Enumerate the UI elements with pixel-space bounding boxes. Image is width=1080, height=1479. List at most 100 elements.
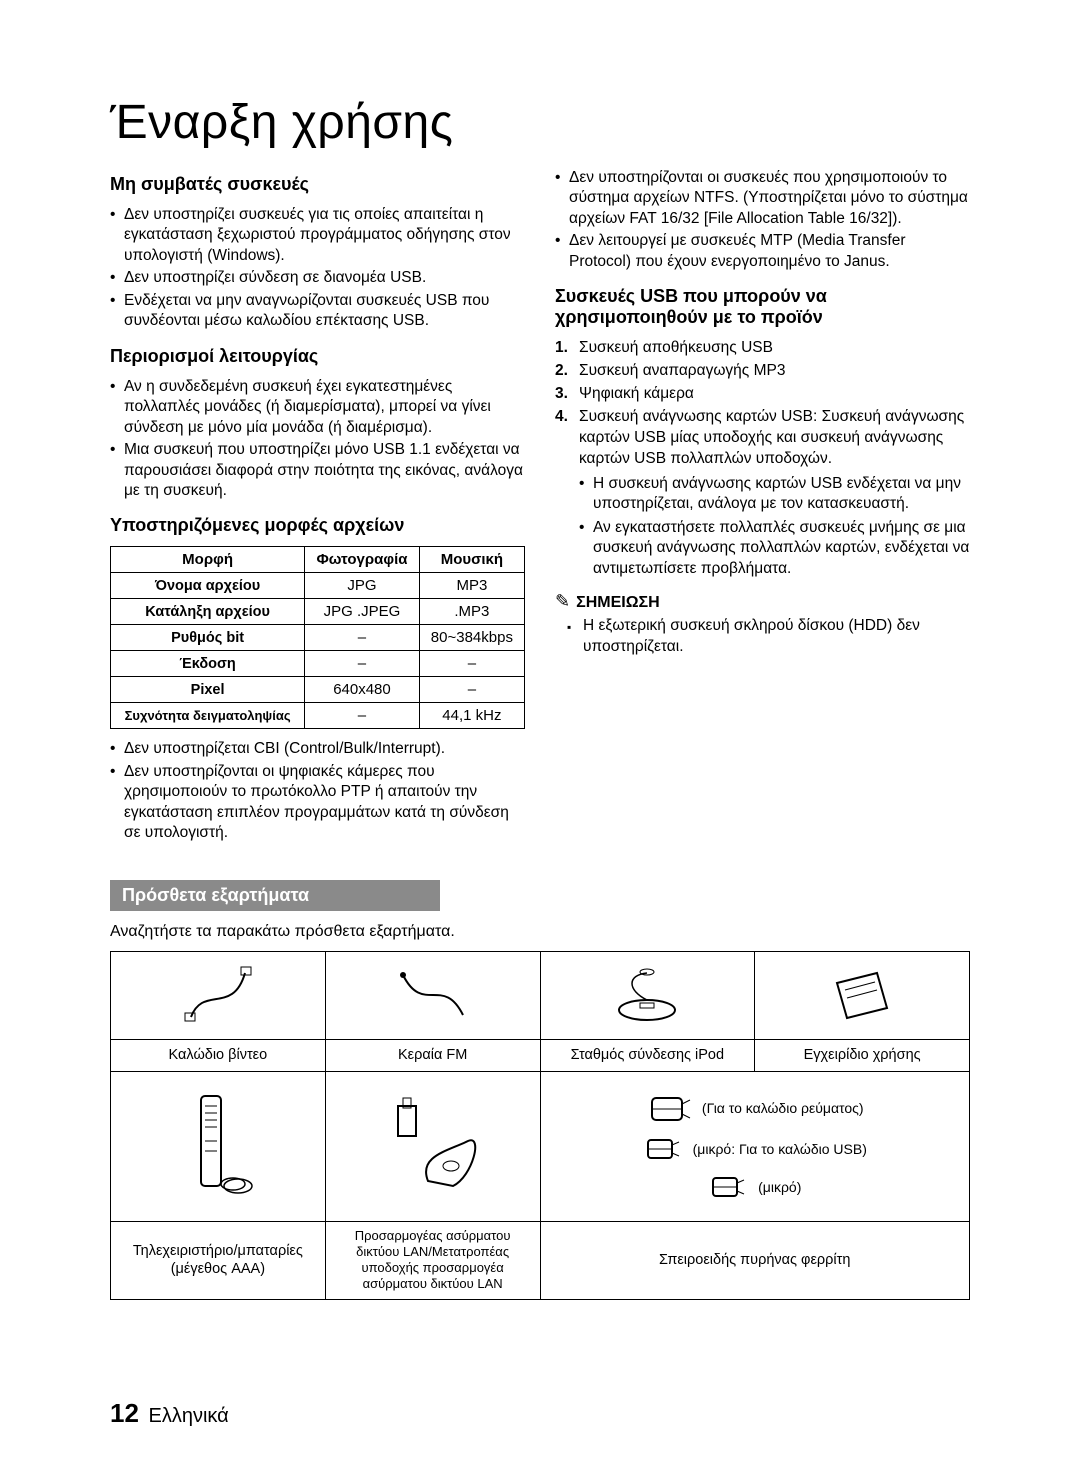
cell: .MP3 [419, 599, 524, 625]
fm-antenna-icon [393, 965, 473, 1025]
list-item: Δεν υποστηρίζεται CBI (Control/Bulk/Inte… [110, 739, 525, 759]
table-row [111, 951, 970, 1039]
list-item: Μια συσκευή που υποστηρίζει μόνο USB 1.1… [110, 440, 525, 501]
accessory-label: Σπειροειδής πυρήνας φερρίτη [540, 1221, 970, 1299]
accessories-intro: Αναζητήστε τα παρακάτω πρόσθετα εξαρτήμα… [110, 923, 970, 941]
accessory-label: Σταθμός σύνδεσης iPod [540, 1039, 755, 1071]
table-row: Ρυθμός bit – 80~384kbps [111, 625, 525, 651]
list-item: Ψηφιακή κάμερα [555, 384, 970, 405]
ferrite-label: (Για το καλώδιο ρεύματος) [702, 1100, 864, 1116]
accessory-image-cell [111, 1071, 326, 1221]
ferrite-block: (Για το καλώδιο ρεύματος) (μικρό: Για το… [547, 1090, 964, 1202]
accessory-label: Προσαρμογέας ασύρματου δικτύου LAN/Μετατ… [325, 1221, 540, 1299]
list-item: Δεν υποστηρίζονται οι συσκευές που χρησι… [555, 168, 970, 229]
cell: – [305, 703, 420, 729]
accessories-heading: Πρόσθετα εξαρτήματα [110, 880, 440, 911]
list-item: Η συσκευή ανάγνωσης καρτών USB ενδέχεται… [579, 474, 970, 515]
ferrite-core-icon [646, 1090, 692, 1126]
heading-incompatible: Μη συμβατές συσκευές [110, 174, 525, 195]
page-title: Έναρξη χρήσης [110, 95, 970, 150]
table-row: Pixel 640x480 – [111, 677, 525, 703]
right-top-list: Δεν υποστηρίζονται οι συσκευές που χρησι… [555, 168, 970, 272]
ferrite-label: (μικρό) [758, 1179, 801, 1195]
item-text: Συσκευή ανάγνωσης καρτών USB: Συσκευή αν… [579, 408, 964, 467]
limits-list: Αν η συνδεδεμένη συσκευή έχει εγκατεστημ… [110, 377, 525, 502]
heading-usb: Συσκευές USB που μπορούν να χρησιμοποιηθ… [555, 286, 970, 328]
note-body: Η εξωτερική συσκευή σκληρού δίσκου (HDD)… [555, 616, 970, 658]
manual-icon [827, 968, 897, 1023]
accessory-label: Τηλεχειριστήριο/μπαταρίες (μέγεθος AAA) [111, 1221, 326, 1299]
heading-limits: Περιορισμοί λειτουργίας [110, 346, 525, 367]
cell: – [419, 651, 524, 677]
after-table-list: Δεν υποστηρίζεται CBI (Control/Bulk/Inte… [110, 739, 525, 843]
page-language: Ελληνικά [148, 1405, 228, 1427]
note-header: ✎ ΣΗΜΕΙΩΣΗ [555, 591, 970, 612]
col-header: Φωτογραφία [305, 547, 420, 573]
cell: JPG [305, 573, 420, 599]
cell: – [305, 651, 420, 677]
cell: JPG .JPEG [305, 599, 420, 625]
table-row: Τηλεχειριστήριο/μπαταρίες (μέγεθος AAA) … [111, 1221, 970, 1299]
list-item: Δεν λειτουργεί με συσκευές MTP (Media Tr… [555, 231, 970, 272]
page-footer: 12 Ελληνικά [110, 1398, 229, 1429]
ferrite-label: (μικρό: Για το καλώδιο USB) [693, 1141, 867, 1157]
table-row: Όνομα αρχείου JPG MP3 [111, 573, 525, 599]
formats-table: Μορφή Φωτογραφία Μουσική Όνομα αρχείου J… [110, 546, 525, 729]
incompatible-list: Δεν υποστηρίζει συσκευές για τις οποίες … [110, 205, 525, 332]
usb-list: Συσκευή αποθήκευσης USB Συσκευή αναπαραγ… [555, 338, 970, 579]
accessory-image-cell [540, 951, 755, 1039]
table-row: Καλώδιο βίντεο Κεραία FM Σταθμός σύνδεση… [111, 1039, 970, 1071]
table-row: Έκδοση – – [111, 651, 525, 677]
accessory-image-cell [111, 951, 326, 1039]
row-header: Ρυθμός bit [111, 625, 305, 651]
cell: – [305, 625, 420, 651]
cell: – [419, 677, 524, 703]
accessory-label: Εγχειρίδιο χρήσης [755, 1039, 970, 1071]
list-item: Ενδέχεται να μην αναγνωρίζονται συσκευές… [110, 291, 525, 332]
list-item: Δεν υποστηρίζει σύνδεση σε διανομέα USB. [110, 268, 525, 288]
row-header: Pixel [111, 677, 305, 703]
cell: MP3 [419, 573, 524, 599]
list-item: Συσκευή αποθήκευσης USB [555, 338, 970, 359]
table-row: (Για το καλώδιο ρεύματος) (μικρό: Για το… [111, 1071, 970, 1221]
list-item: Αν εγκαταστήσετε πολλαπλές συσκευές μνήμ… [579, 518, 970, 579]
wlan-adapter-icon [373, 1096, 493, 1196]
right-column: Δεν υποστηρίζονται οι συσκευές που χρησι… [555, 168, 970, 858]
remote-icon [173, 1091, 263, 1201]
list-item: Δεν υποστηρίζονται οι ψηφιακές κάμερες π… [110, 762, 525, 844]
accessory-label: Καλώδιο βίντεο [111, 1039, 326, 1071]
heading-formats: Υποστηριζόμενες μορφές αρχείων [110, 515, 525, 536]
left-column: Μη συμβατές συσκευές Δεν υποστηρίζει συσ… [110, 168, 525, 858]
row-header: Έκδοση [111, 651, 305, 677]
table-row: Κατάληξη αρχείου JPG .JPEG .MP3 [111, 599, 525, 625]
table-row: Μορφή Φωτογραφία Μουσική [111, 547, 525, 573]
main-columns: Μη συμβατές συσκευές Δεν υποστηρίζει συσ… [110, 168, 970, 858]
accessory-image-cell [755, 951, 970, 1039]
note-icon: ✎ [555, 591, 570, 612]
row-header: Όνομα αρχείου [111, 573, 305, 599]
accessory-label: Κεραία FM [325, 1039, 540, 1071]
col-header: Μουσική [419, 547, 524, 573]
list-item: Συσκευή ανάγνωσης καρτών USB: Συσκευή αν… [555, 407, 970, 579]
col-header: Μορφή [111, 547, 305, 573]
list-item: Συσκευή αναπαραγωγής MP3 [555, 361, 970, 382]
ferrite-core-icon [643, 1134, 683, 1164]
cell: 80~384kbps [419, 625, 524, 651]
accessory-image-cell [325, 1071, 540, 1221]
accessory-image-cell: (Για το καλώδιο ρεύματος) (μικρό: Για το… [540, 1071, 970, 1221]
cell: 44,1 kHz [419, 703, 524, 729]
accessories-table: Καλώδιο βίντεο Κεραία FM Σταθμός σύνδεση… [110, 951, 970, 1300]
usb-sub-list: Η συσκευή ανάγνωσης καρτών USB ενδέχεται… [579, 474, 970, 579]
table-row: Συχνότητα δειγματοληψίας – 44,1 kHz [111, 703, 525, 729]
ipod-dock-icon [612, 965, 682, 1025]
ferrite-core-icon [708, 1172, 748, 1202]
row-header: Κατάληξη αρχείου [111, 599, 305, 625]
row-header: Συχνότητα δειγματοληψίας [111, 703, 305, 729]
list-item: Δεν υποστηρίζει συσκευές για τις οποίες … [110, 205, 525, 266]
accessory-image-cell [325, 951, 540, 1039]
video-cable-icon [183, 965, 253, 1025]
list-item: Αν η συνδεδεμένη συσκευή έχει εγκατεστημ… [110, 377, 525, 438]
page-number: 12 [110, 1398, 139, 1428]
cell: 640x480 [305, 677, 420, 703]
note-label: ΣΗΜΕΙΩΣΗ [576, 594, 660, 612]
